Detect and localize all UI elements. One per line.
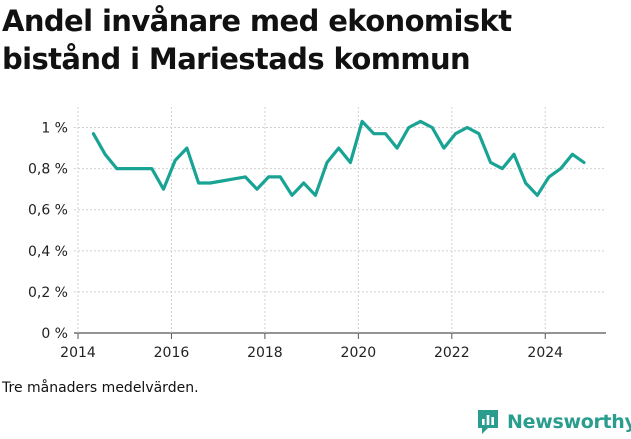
x-axis: 2014 2016 2018 2020 2022 2024 [60, 333, 563, 361]
chart-gridlines [74, 107, 606, 334]
brand-logo[interactable]: Newsworthy [476, 406, 631, 438]
x-tick-label: 2020 [341, 345, 377, 361]
y-tick-label: 0,2 % [28, 285, 68, 301]
x-tick-label: 2014 [60, 345, 96, 361]
y-axis: 0 % 0,2 % 0,4 % 0,6 % 0,8 % 1 % [28, 121, 68, 342]
x-tick-label: 2024 [527, 345, 563, 361]
y-tick-label: 0,6 % [28, 203, 68, 219]
chart-title: Andel invånare med ekonomiskt bistånd i … [2, 4, 512, 76]
x-tick-label: 2018 [247, 345, 283, 361]
newsworthy-logo-icon [478, 410, 498, 434]
y-tick-label: 0 % [41, 326, 68, 342]
x-tick-label: 2016 [154, 345, 190, 361]
x-tick-label: 2022 [434, 345, 470, 361]
chart-footnote: Tre månaders medelvärden. [2, 380, 199, 396]
y-tick-label: 1 % [41, 121, 68, 137]
series-line [91, 119, 586, 197]
chart-series [91, 119, 586, 197]
y-tick-label: 0,4 % [28, 244, 68, 260]
y-tick-label: 0,8 % [28, 162, 68, 178]
brand-name: Newsworthy [507, 411, 631, 433]
